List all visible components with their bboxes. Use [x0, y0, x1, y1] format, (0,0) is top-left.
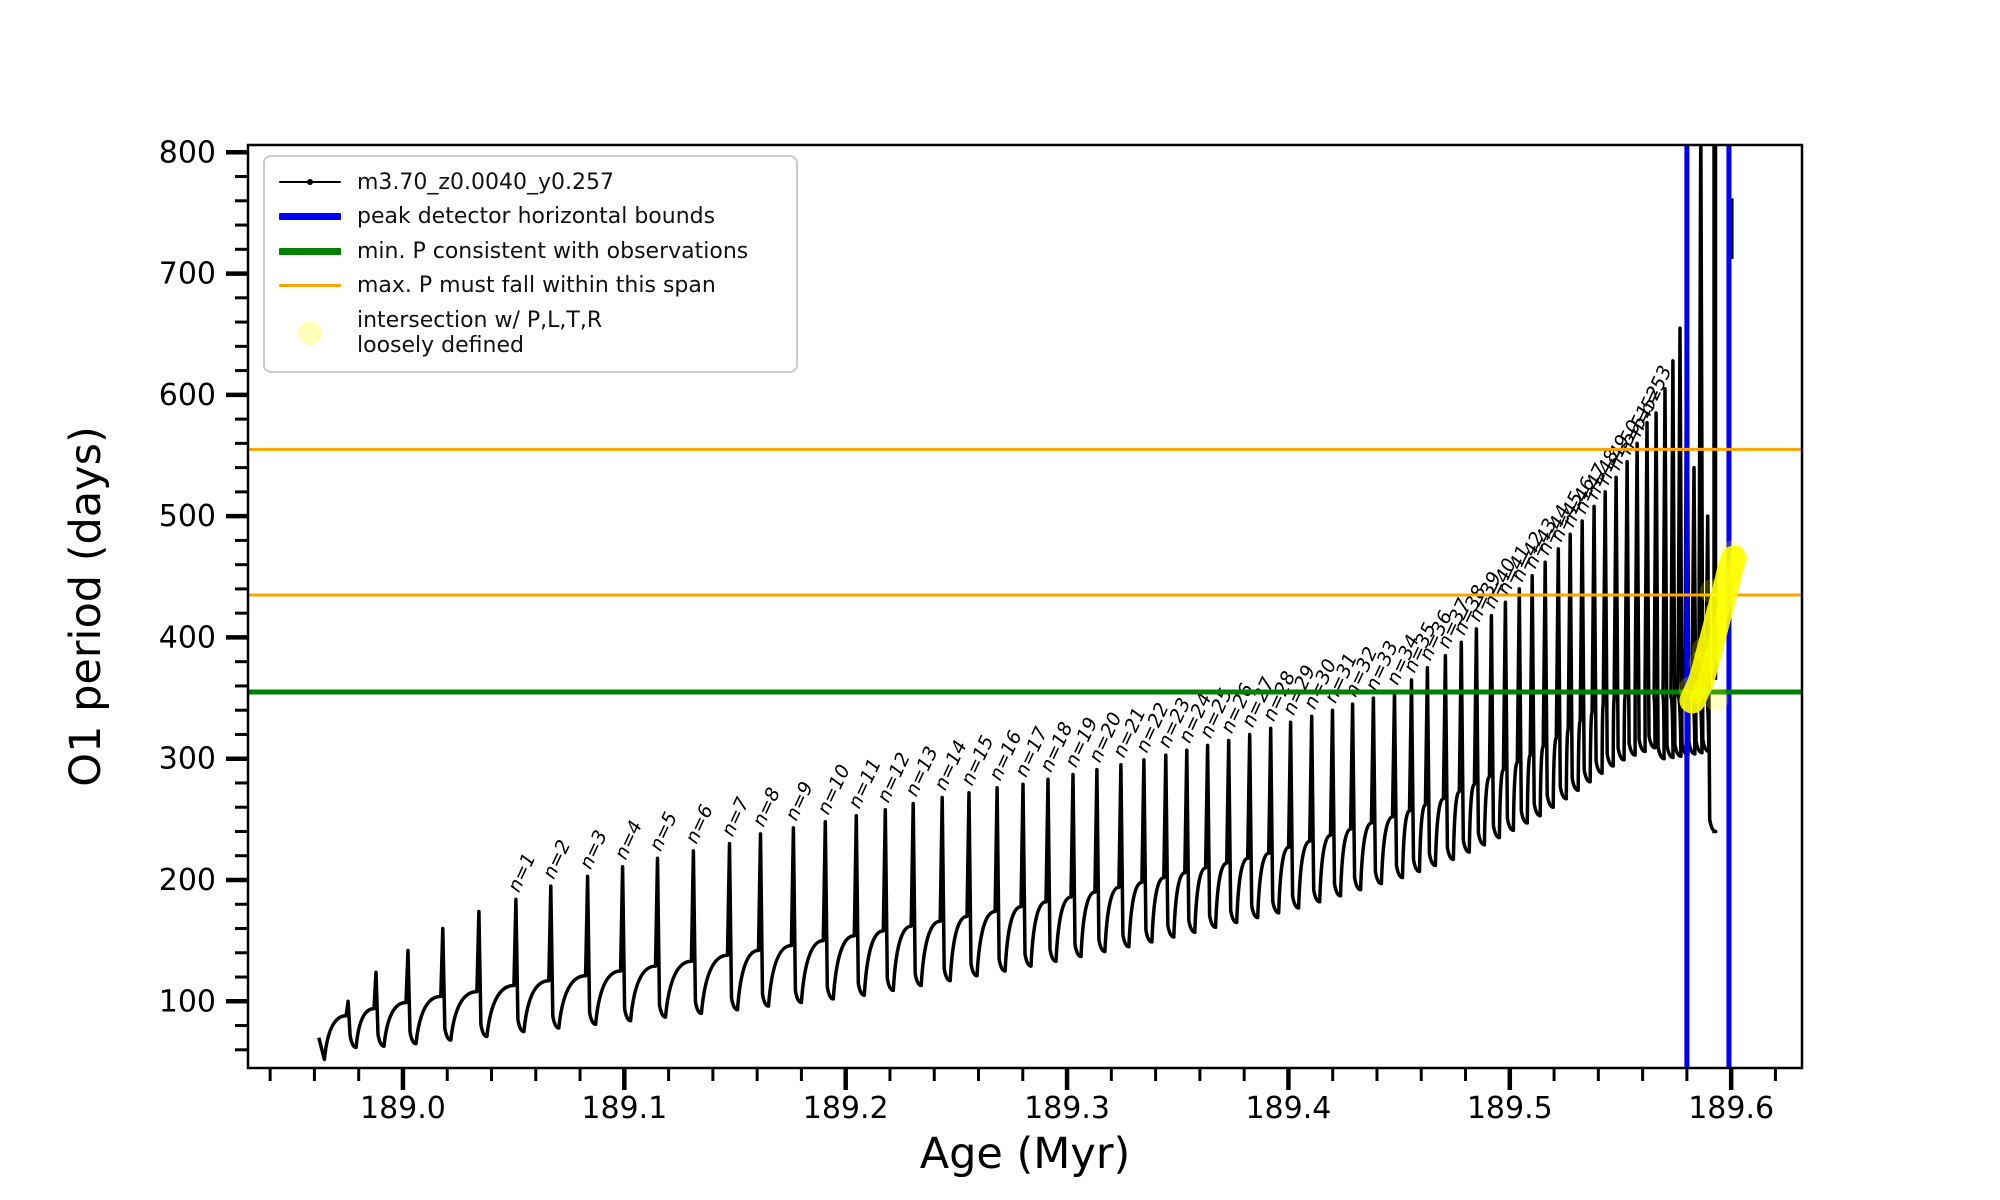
y-tick-label: 100	[159, 984, 216, 1019]
spike-label-n-8: n=8	[748, 784, 785, 830]
legend-label-max-p: max. P must fall within this span	[357, 273, 716, 299]
legend-item-min-p: min. P consistent with observations	[279, 239, 782, 264]
x-tick-label: 189.3	[1024, 1091, 1110, 1126]
y-tick-label: 200	[159, 863, 216, 898]
intersection-faint-point-5	[1704, 687, 1729, 712]
spike-label-n-4: n=4	[610, 817, 647, 863]
legend-label-peak-bounds: peak detector horizontal bounds	[357, 204, 716, 230]
y-tick-label: 700	[159, 257, 216, 292]
ticks: 189.0 189.1 189.2 189.3 189.4 189.5 189.6 100 20…	[159, 135, 1777, 1126]
y-tick-label: 500	[159, 499, 216, 534]
x-tick-label: 189.4	[1245, 1091, 1331, 1126]
legend-item-peak-bounds: peak detector horizontal bounds	[279, 204, 782, 229]
x-tick-label: 189.0	[360, 1091, 446, 1126]
y-tick-label: 300	[159, 742, 216, 777]
spike-label-n-1: n=1	[503, 850, 540, 896]
y-tick-label: 600	[159, 378, 216, 413]
x-tick-label: 189.2	[803, 1091, 889, 1126]
x-tick-label: 189.1	[581, 1091, 667, 1126]
legend-line-swatch-icon	[279, 213, 341, 221]
legend-label-min-p: min. P consistent with observations	[357, 238, 749, 264]
legend-label-intersection: intersection w/ P,L,T,R loosely defined	[357, 307, 603, 359]
spike-label-n-2: n=2	[538, 837, 575, 883]
legend-line-swatch-icon	[279, 284, 341, 288]
spike-label-n-5: n=5	[645, 809, 682, 855]
sawtooth-curve	[317, 145, 1718, 1062]
intersection-track	[1678, 540, 1747, 714]
x-axis-label: Age (Myr)	[920, 1129, 1131, 1179]
legend-item-series: m3.70_z0.0040_y0.257	[279, 170, 782, 195]
spike-label-n-3: n=3	[575, 827, 612, 873]
spike-label-n-10: n=10	[813, 761, 855, 818]
y-tick-label: 400	[159, 620, 216, 655]
spike-label-n-6: n=6	[681, 801, 718, 847]
y-tick-label: 800	[159, 135, 216, 170]
spike-label-n-7: n=7	[717, 794, 754, 840]
spike-label-n-9: n=9	[781, 778, 818, 824]
x-tick-label: 189.5	[1467, 1091, 1553, 1126]
intersection-band-highlight	[1689, 549, 1745, 704]
legend-line-swatch-icon	[279, 179, 341, 186]
axes-frame	[246, 143, 1804, 1070]
legend-label-series: m3.70_z0.0040_y0.257	[357, 169, 614, 195]
spike-label-n-53: n=53	[1635, 362, 1677, 419]
legend-circle-marker-icon	[279, 321, 341, 346]
x-tick-label: 189.6	[1688, 1091, 1774, 1126]
legend-item-intersection: intersection w/ P,L,T,R loosely defined	[279, 308, 782, 359]
legend-line-swatch-icon	[279, 247, 341, 255]
y-axis-label: O1 period (days)	[61, 426, 111, 787]
legend-item-max-p: max. P must fall within this span	[279, 273, 782, 298]
